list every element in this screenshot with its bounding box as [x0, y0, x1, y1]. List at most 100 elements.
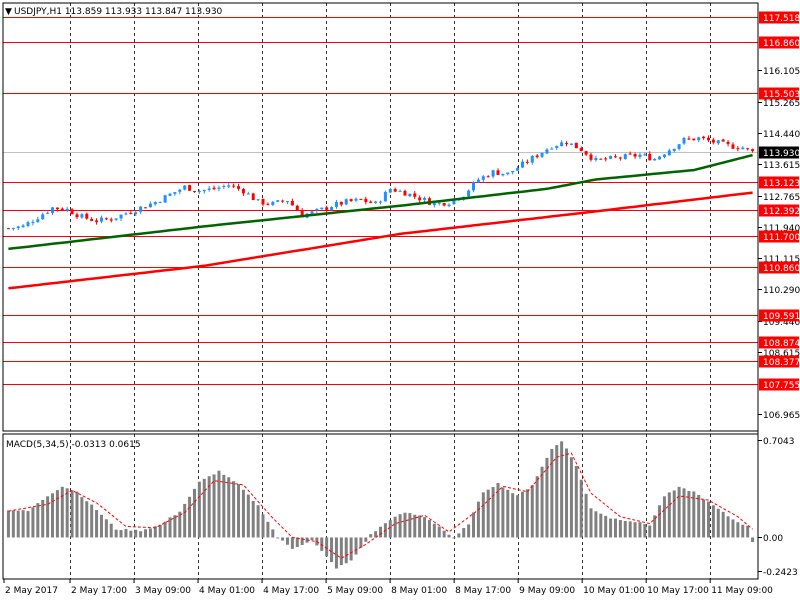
symbol-menu-icon[interactable]: ▼	[5, 7, 12, 17]
candle-bull	[398, 190, 402, 192]
candle-bear	[90, 219, 94, 221]
macd-histogram-bar	[677, 486, 681, 538]
macd-histogram-bar	[359, 537, 363, 548]
chart-header[interactable]: ▼ USDJPY,H1 113.859 113.933 113.847 113.…	[5, 7, 223, 17]
candle-bull	[173, 192, 177, 194]
macd-histogram-bar	[476, 501, 480, 538]
macd-histogram-bar	[241, 489, 245, 538]
candle-bull	[178, 189, 182, 192]
candle-bull	[11, 227, 15, 229]
price-tick-label: 114.440	[763, 130, 800, 140]
price-level-tag	[759, 355, 799, 368]
macd-histogram-bar	[516, 495, 520, 538]
macd-histogram-bar	[682, 488, 686, 538]
candle-bear	[751, 149, 755, 152]
macd-histogram-bar	[300, 537, 304, 545]
price-level-tag	[759, 309, 799, 322]
candle-bull	[46, 212, 50, 214]
price-level-tag	[759, 378, 799, 391]
macd-histogram-bar	[232, 481, 236, 538]
candle-bear	[349, 199, 353, 202]
macd-histogram-bar	[90, 504, 94, 538]
price-level-label: 115.503	[763, 90, 800, 100]
macd-histogram-bar	[369, 534, 373, 538]
macd-histogram-bar	[212, 474, 216, 538]
macd-histogram-bar	[222, 474, 226, 538]
time-tick-label: 10 May 01:00	[583, 586, 645, 596]
candle-bull	[501, 173, 505, 176]
time-tick-label: 2 May 17:00	[71, 586, 127, 596]
candle-bull	[472, 182, 476, 191]
price-level-tag	[759, 36, 799, 49]
macd-histogram-bar	[457, 533, 461, 538]
candle-bull	[36, 219, 40, 223]
candle-bull	[530, 155, 534, 163]
candle-bull	[99, 217, 103, 222]
macd-histogram-bar	[525, 489, 529, 538]
macd-histogram-bar	[423, 517, 427, 538]
candle-bull	[51, 207, 55, 213]
macd-histogram-bar	[95, 510, 99, 538]
macd-histogram-bar	[589, 508, 593, 538]
macd-histogram-bar	[481, 492, 485, 538]
macd-histogram-bar	[6, 510, 10, 538]
candle-bull	[643, 154, 647, 156]
candle-bull	[285, 201, 289, 203]
macd-histogram-bar	[609, 518, 613, 538]
price-level-label: 116.860	[763, 39, 800, 49]
price-level-label: 111.700	[763, 233, 800, 243]
macd-histogram-bar	[472, 512, 476, 538]
candle-bull	[511, 171, 515, 173]
candle-bull	[134, 212, 138, 215]
macd-histogram-bar	[560, 441, 564, 538]
candle-bull	[716, 140, 720, 144]
current-price-tag	[759, 146, 799, 159]
macd-histogram-bar	[511, 493, 515, 538]
candle-bear	[325, 207, 329, 210]
macd-histogram-bar	[613, 518, 617, 538]
candle-bear	[599, 158, 603, 160]
candle-bull	[388, 189, 392, 193]
macd-histogram-bar	[271, 529, 275, 538]
candle-bull	[452, 199, 456, 204]
macd-histogram-bar	[310, 537, 314, 541]
macd-histogram-bar	[334, 537, 338, 569]
candle-bull	[653, 158, 657, 161]
candle-bull	[139, 206, 143, 212]
candle-bull	[662, 154, 666, 158]
candle-bear	[192, 191, 196, 193]
time-tick-label: 4 May 17:00	[263, 586, 319, 596]
candle-bear	[731, 144, 735, 149]
price-tick-label: 109.440	[763, 318, 800, 328]
macd-histogram-bar	[692, 491, 696, 538]
candle-bear	[692, 138, 696, 141]
macd-histogram-bar	[153, 526, 157, 538]
macd-histogram-bar	[173, 515, 177, 538]
candle-bear	[70, 209, 74, 215]
candle-bull	[437, 202, 441, 204]
price-tick-label: 111.940	[763, 224, 800, 234]
price-level-label: 113.123	[763, 179, 800, 189]
macd-histogram-bar	[569, 457, 573, 538]
price-level-tag	[759, 176, 799, 189]
candle-bull	[447, 204, 451, 206]
candle-bull	[168, 193, 172, 196]
candle-bull	[207, 188, 211, 190]
macd-histogram-bar	[276, 537, 280, 539]
candle-bull	[119, 214, 123, 219]
macd-histogram-bar	[452, 537, 456, 539]
macd-histogram-bar	[599, 513, 603, 538]
time-axis: 2 May 2017 2 May 17:00 3 May 09:00 4 May 01…	[3, 579, 773, 596]
candle-bull	[217, 187, 221, 189]
macd-histogram-bar	[535, 476, 539, 538]
macd-histogram-bar	[26, 511, 30, 538]
macd-histogram-bar	[134, 529, 138, 538]
macd-histogram-bar	[285, 537, 289, 545]
macd-histogram-bar	[344, 537, 348, 564]
macd-axis: 0.7043 0.00 -0.2423	[758, 437, 798, 578]
time-tick-label: 5 May 09:00	[327, 586, 383, 596]
candle-bear	[413, 193, 417, 197]
macd-histogram-bar	[320, 537, 324, 551]
candle-bull	[334, 201, 338, 207]
